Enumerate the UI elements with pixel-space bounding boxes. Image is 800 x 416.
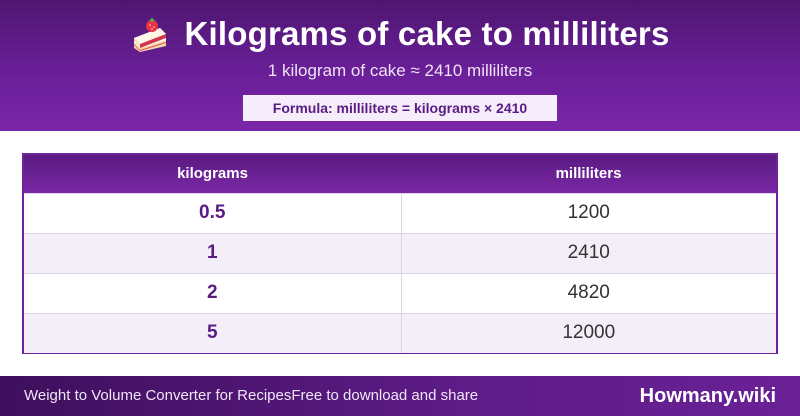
milliliters-cell: 2410 [401, 232, 776, 273]
table-row: 5 12000 [24, 312, 776, 353]
cake-slice-icon [130, 14, 170, 54]
table-row: 1 2410 [24, 232, 776, 273]
footer-description: Weight to Volume Converter for RecipesFr… [24, 376, 478, 416]
table-row: 0.5 1200 [24, 192, 776, 233]
column-header-kilograms: kilograms [177, 165, 248, 183]
title-row: Kilograms of cake to milliliters [0, 12, 800, 56]
milliliters-cell: 1200 [401, 192, 776, 233]
page-title: Kilograms of cake to milliliters [184, 15, 670, 52]
table-header-row: kilograms milliliters [24, 155, 776, 193]
conversion-table: kilograms milliliters 0.5 1200 1 2410 2 … [22, 153, 778, 354]
footer-converter-name: Weight to Volume Converter for Recipes [24, 387, 292, 404]
header-banner: Kilograms of cake to milliliters 1 kilog… [0, 0, 800, 131]
kilograms-cell: 5 [24, 312, 402, 353]
column-header-milliliters: milliliters [555, 165, 622, 183]
milliliters-cell: 4820 [401, 272, 776, 313]
formula-box: Formula: milliliters = kilograms × 2410 [243, 95, 557, 121]
kilograms-cell: 2 [24, 272, 402, 313]
brand-link[interactable]: Howmany.wiki [639, 385, 776, 407]
conversion-subtitle: 1 kilogram of cake ≈ 2410 milliliters [267, 61, 533, 80]
kilograms-cell: 1 [24, 232, 402, 273]
footer-bar: Weight to Volume Converter for RecipesFr… [0, 376, 800, 416]
table-row: 2 4820 [24, 272, 776, 313]
milliliters-cell: 12000 [401, 312, 776, 353]
kilograms-cell: 0.5 [24, 192, 402, 233]
footer-share-note: Free to download and share [291, 387, 479, 404]
